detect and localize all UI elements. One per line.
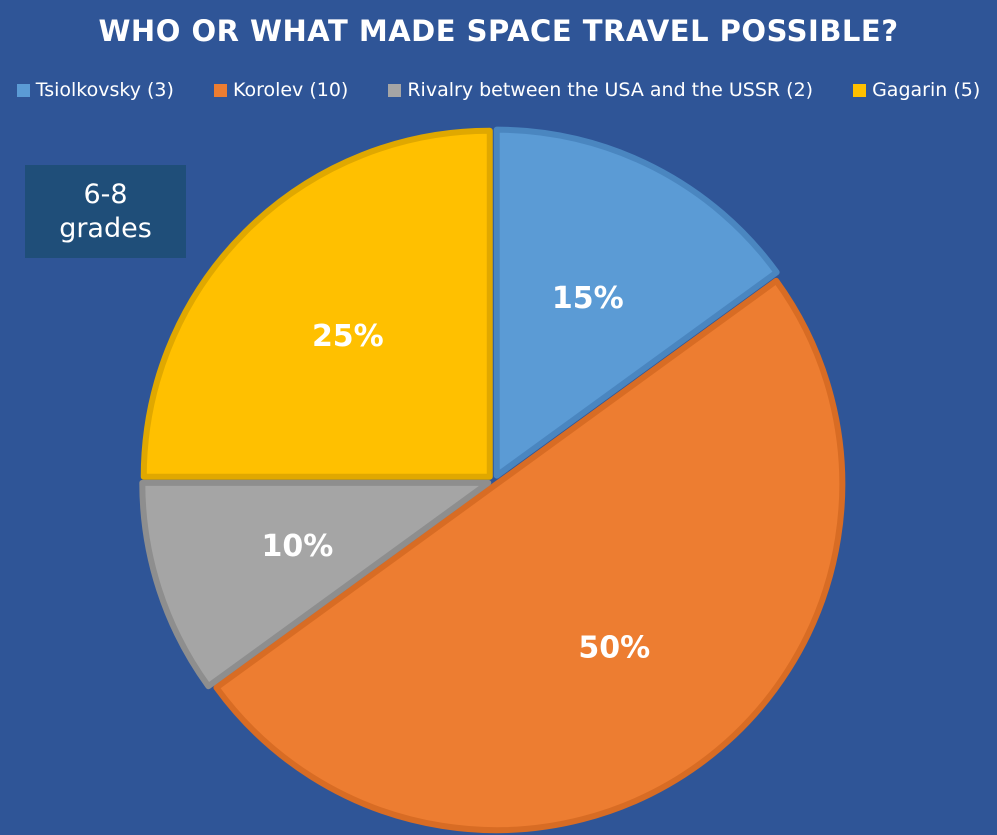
legend-item-3: Gagarin (5) [853,79,980,101]
pie-slice-0 [493,126,780,479]
legend-swatch-3 [853,83,867,97]
chart-title: WHO OR WHAT MADE SPACE TRAVEL POSSIBLE? [98,14,899,48]
legend-label-3: Gagarin (5) [872,79,981,101]
legend-label-2: Rivalry between the USA and the USSR (2) [407,79,814,101]
slice-label-2: 10% [262,529,334,564]
legend-label-1: Korolev (10) [232,79,349,101]
legend-item-0: Tsiolkovsky (3) [16,79,174,101]
legend-label-0: Tsiolkovsky (3) [35,79,174,101]
pie-slice-2 [139,479,492,690]
legend-swatch-1 [213,83,227,97]
grade-annotation: 6-8 grades [25,165,186,258]
slice-label-3: 25% [312,319,384,354]
legend-swatch-0 [16,83,30,97]
legend-item-1: Korolev (10) [213,79,349,101]
slice-label-0: 15% [552,281,624,316]
pie-slice-3 [140,127,493,480]
grade-annotation-text: 6-8 grades [59,178,152,244]
pie-slice-1 [213,277,846,834]
legend-item-2: Rivalry between the USA and the USSR (2) [388,79,813,101]
legend-swatch-2 [388,83,402,97]
slice-label-1: 50% [578,631,650,666]
chart-legend: Tsiolkovsky (3) Korolev (10) Rivalry betwe… [0,79,997,101]
